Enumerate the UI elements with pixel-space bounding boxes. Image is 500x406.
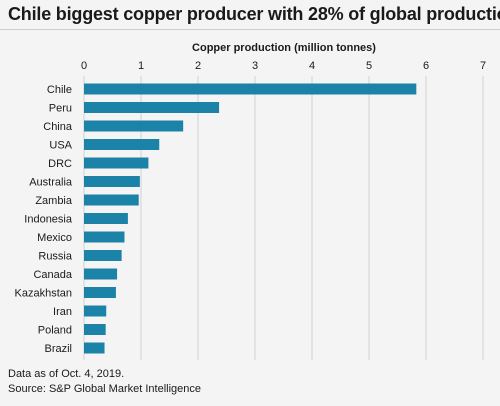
category-label: Indonesia <box>24 214 73 226</box>
category-label: Russia <box>38 251 73 263</box>
bar-russia <box>84 250 122 261</box>
category-label: DRC <box>48 158 72 170</box>
chart-title: Chile biggest copper producer with 28% o… <box>8 4 500 24</box>
category-label: Chile <box>47 84 72 96</box>
x-tick-label: 3 <box>252 60 258 72</box>
bar-zambia <box>84 194 139 206</box>
category-label: Australia <box>29 177 73 189</box>
bar-china <box>84 120 184 132</box>
bar-poland <box>84 324 106 335</box>
bar-peru <box>84 102 220 113</box>
category-label: Brazil <box>44 343 72 355</box>
x-tick-labels: 0 1 2 3 4 5 6 7 <box>81 60 486 72</box>
x-axis-title: Copper production (million tonnes) <box>192 42 376 54</box>
title-divider <box>0 29 500 30</box>
x-tick-label: 4 <box>309 60 315 72</box>
category-label: Canada <box>33 269 72 281</box>
category-label: USA <box>49 140 72 152</box>
category-label: Kazakhstan <box>15 288 72 300</box>
category-label: Peru <box>49 103 72 115</box>
category-label: China <box>43 121 73 133</box>
data-date-note: Data as of Oct. 4, 2019. <box>8 368 125 380</box>
category-labels: Chile Peru China USA DRC Australia Zambia Indon… <box>15 84 73 355</box>
bar-chart: Copper production (million tonnes) 0 1 2 3 4… <box>15 42 486 360</box>
bar-canada <box>84 268 118 280</box>
bar-indonesia <box>84 213 128 224</box>
x-tick-label: 7 <box>480 60 486 72</box>
x-tick-label: 5 <box>366 60 372 72</box>
bar-drc <box>84 157 149 169</box>
bar-brazil <box>84 342 105 354</box>
category-label: Poland <box>38 325 72 337</box>
x-tick-label: 1 <box>138 60 144 72</box>
bar-usa <box>84 139 160 150</box>
bars <box>84 83 417 354</box>
bar-iran <box>84 305 107 317</box>
x-tick-label: 0 <box>81 60 87 72</box>
x-tick-label: 6 <box>423 60 429 72</box>
category-label: Mexico <box>37 232 72 244</box>
x-tick-label: 2 <box>195 60 201 72</box>
bar-mexico <box>84 231 125 243</box>
bar-chile <box>84 83 417 95</box>
gridlines <box>83 76 484 360</box>
category-label: Zambia <box>35 195 73 207</box>
source-note: Source: S&P Global Market Intelligence <box>8 383 202 395</box>
bar-kazakhstan <box>84 287 116 298</box>
category-label: Iran <box>53 306 72 318</box>
bar-australia <box>84 176 140 187</box>
